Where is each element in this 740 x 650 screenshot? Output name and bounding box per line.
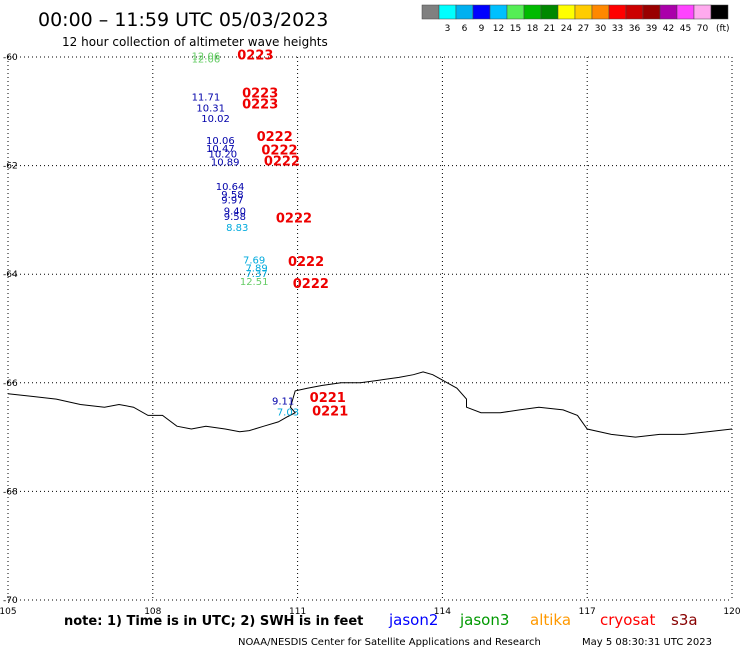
legend-swatch <box>625 4 644 20</box>
wave-height-label: 10.20 <box>208 149 237 160</box>
map-subtitle: 12 hour collection of altimeter wave hei… <box>62 35 328 49</box>
legend-label: 18 <box>527 24 539 34</box>
lon-tick-label: 105 <box>0 607 17 617</box>
legend-swatch <box>710 4 729 20</box>
credit-text: NOAA/NESDIS Center for Satellite Applica… <box>238 637 541 648</box>
legend-label: 6 <box>462 24 468 34</box>
lat-tick-label: -68 <box>3 487 18 497</box>
legend-swatch <box>489 4 508 20</box>
lat-tick-label: -66 <box>3 379 18 389</box>
legend-label: 24 <box>561 24 573 34</box>
satellite-name: jason2 <box>388 611 438 629</box>
legend-label: 9 <box>479 24 485 34</box>
lat-tick-label: -70 <box>3 596 18 606</box>
satellite-name: altika <box>530 611 571 629</box>
wave-height-label: 10.89 <box>211 158 240 169</box>
satellite-legend: jason2 jason3 altika cryosat s3a <box>388 611 698 629</box>
wave-height-label: 9.58 <box>224 212 246 223</box>
footer-note: note: 1) Time is in UTC; 2) SWH is in fe… <box>64 614 363 629</box>
legend-swatch <box>693 4 712 20</box>
axis-tick-labels: 105 108 111 114 117 120 -60 -62 -64 -66 -68 -70 <box>0 53 740 617</box>
wave-height-labels: 12.0612.0611.7110.3110.0210.0610.4710.20… <box>192 52 300 419</box>
legend-label: 27 <box>578 24 589 34</box>
lon-tick-label: 111 <box>289 607 306 617</box>
legend-swatch <box>676 4 695 20</box>
wave-height-label: 10.02 <box>201 114 230 125</box>
legend-swatch <box>421 4 440 20</box>
legend-unit: (ft) <box>716 24 730 34</box>
legend-swatch <box>506 4 525 20</box>
legend-label: 45 <box>680 24 691 34</box>
wave-height-label: 12.51 <box>240 277 269 288</box>
color-legend: 3 6 9 12 15 18 21 24 27 30 33 36 39 42 45 70 <box>421 4 729 34</box>
wave-height-label: 7.03 <box>277 407 299 418</box>
coastline <box>7 371 733 438</box>
legend-swatch <box>455 4 474 20</box>
wave-height-label: 12.06 <box>192 54 221 65</box>
legend-label: 39 <box>646 24 658 34</box>
legend-label: 42 <box>663 24 674 34</box>
pass-time-label: 0221 <box>312 404 348 419</box>
wave-height-label: 7.89 <box>245 263 267 274</box>
pass-time-label: 0222 <box>257 130 293 145</box>
map-title: 00:00 – 11:59 UTC 05/03/2023 <box>38 9 328 31</box>
legend-swatch <box>659 4 678 20</box>
wave-height-label: 9.97 <box>221 196 243 207</box>
legend-label: 36 <box>629 24 641 34</box>
wave-height-label: 10.31 <box>196 103 225 114</box>
lat-tick-label: -62 <box>3 162 18 172</box>
legend-swatch <box>591 4 610 20</box>
legend-swatch <box>642 4 661 20</box>
legend-swatch <box>557 4 576 20</box>
pass-time-label: 0222 <box>293 277 329 292</box>
lon-tick-label: 120 <box>723 607 740 617</box>
wave-height-label: 9.58 <box>221 190 243 201</box>
lat-tick-label: -60 <box>3 53 18 63</box>
lon-tick-label: 108 <box>144 607 161 617</box>
wave-height-label: 10.06 <box>206 136 235 147</box>
legend-swatch <box>574 4 593 20</box>
legend-swatch <box>523 4 542 20</box>
pass-time-label: 0222 <box>264 155 300 170</box>
satellite-name: cryosat <box>600 611 655 629</box>
legend-swatch <box>540 4 559 20</box>
pass-time-label: 0223 <box>242 98 278 113</box>
satellite-name: s3a <box>671 611 698 629</box>
wave-height-label: 7.69 <box>243 255 265 266</box>
wave-height-label: 9.40 <box>224 206 246 217</box>
wave-height-label: 9.11 <box>272 397 294 408</box>
satellite-name: jason3 <box>459 611 509 629</box>
legend-label: 70 <box>697 24 709 34</box>
pass-time-label: 0222 <box>276 212 312 227</box>
pass-time-label: 0222 <box>261 144 297 159</box>
wave-height-label: 10.64 <box>216 182 245 193</box>
legend-label: 33 <box>612 24 623 34</box>
wave-height-label: 10.47 <box>206 144 235 155</box>
wave-height-label: 7.37 <box>245 269 267 280</box>
legend-swatch <box>438 4 457 20</box>
graticule <box>7 56 733 601</box>
legend-label: 12 <box>493 24 504 34</box>
legend-label: 30 <box>595 24 607 34</box>
legend-label: 15 <box>510 24 521 34</box>
timestamp-text: May 5 08:30:31 UTC 2023 <box>582 637 712 648</box>
pass-time-label: 0223 <box>242 87 278 102</box>
lat-tick-label: -64 <box>3 270 18 280</box>
pass-time-label: 0223 <box>237 49 273 64</box>
pass-time-label: 0222 <box>288 255 324 270</box>
legend-label: 3 <box>445 24 451 34</box>
pass-time-labels: 0223022302230222022202220222022202220221… <box>237 49 348 420</box>
pass-time-label: 0221 <box>310 391 346 406</box>
legend-label: 21 <box>544 24 555 34</box>
wave-height-label: 11.71 <box>192 92 221 103</box>
lon-tick-label: 114 <box>434 607 451 617</box>
wave-height-label: 8.83 <box>226 223 248 234</box>
lon-tick-label: 117 <box>579 607 596 617</box>
wave-height-label: 12.06 <box>192 52 221 63</box>
legend-swatch <box>608 4 627 20</box>
legend-swatch <box>472 4 491 20</box>
